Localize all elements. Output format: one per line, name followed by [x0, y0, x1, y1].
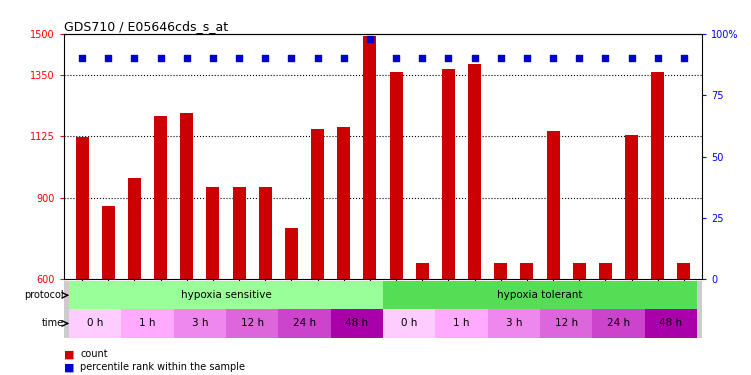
Point	[128, 56, 140, 62]
Text: 12 h: 12 h	[554, 318, 578, 328]
Point	[626, 56, 638, 62]
Bar	[69, 309, 122, 338]
Bar	[180, 113, 193, 375]
Text: 12 h: 12 h	[240, 318, 264, 328]
Point	[338, 56, 350, 62]
Bar	[122, 309, 173, 338]
Text: GDS710 / E05646cds_s_at: GDS710 / E05646cds_s_at	[64, 20, 228, 33]
Text: hypoxia sensitive: hypoxia sensitive	[181, 290, 271, 300]
Text: 3 h: 3 h	[505, 318, 522, 328]
Bar	[416, 263, 429, 375]
Bar	[468, 64, 481, 375]
Bar	[573, 263, 586, 375]
Bar	[442, 69, 455, 375]
Bar	[383, 309, 436, 338]
Bar	[259, 187, 272, 375]
Point	[678, 56, 690, 62]
Text: ■: ■	[64, 350, 74, 359]
Bar	[494, 263, 507, 375]
Point	[390, 56, 402, 62]
Bar	[593, 309, 644, 338]
Bar	[363, 36, 376, 375]
Bar	[436, 309, 487, 338]
Bar	[651, 72, 664, 375]
Text: count: count	[80, 350, 108, 359]
Point	[312, 56, 324, 62]
Bar	[520, 263, 533, 375]
Text: protocol: protocol	[25, 290, 64, 300]
Bar	[311, 129, 324, 375]
Point	[442, 56, 454, 62]
Point	[233, 56, 245, 62]
Point	[207, 56, 219, 62]
Text: ■: ■	[64, 363, 74, 372]
Point	[259, 56, 271, 62]
Text: 1 h: 1 h	[139, 318, 155, 328]
Bar	[207, 187, 219, 375]
Text: 48 h: 48 h	[659, 318, 683, 328]
Point	[495, 56, 507, 62]
Bar	[173, 309, 226, 338]
Bar	[487, 309, 540, 338]
Point	[599, 56, 611, 62]
Point	[521, 56, 533, 62]
Text: time: time	[42, 318, 64, 328]
Bar	[547, 130, 559, 375]
Bar	[330, 309, 383, 338]
Text: 3 h: 3 h	[192, 318, 208, 328]
Point	[364, 36, 376, 42]
Point	[181, 56, 193, 62]
Text: 1 h: 1 h	[454, 318, 469, 328]
Point	[652, 56, 664, 62]
Text: 0 h: 0 h	[401, 318, 418, 328]
Bar	[383, 281, 697, 309]
Bar	[154, 116, 167, 375]
Text: 24 h: 24 h	[607, 318, 630, 328]
Bar	[279, 309, 330, 338]
Point	[416, 56, 428, 62]
Bar	[677, 263, 690, 375]
Bar	[76, 138, 89, 375]
Bar	[233, 187, 246, 375]
Bar	[69, 281, 383, 309]
Bar	[102, 206, 115, 375]
Bar	[540, 309, 593, 338]
Text: 48 h: 48 h	[345, 318, 369, 328]
Bar	[226, 309, 279, 338]
Text: 0 h: 0 h	[87, 318, 104, 328]
Point	[547, 56, 559, 62]
Text: hypoxia tolerant: hypoxia tolerant	[497, 290, 583, 300]
Bar	[128, 178, 141, 375]
Point	[285, 56, 297, 62]
Point	[155, 56, 167, 62]
Bar	[625, 135, 638, 375]
Bar	[390, 72, 403, 375]
Bar	[285, 228, 298, 375]
Text: percentile rank within the sample: percentile rank within the sample	[80, 363, 246, 372]
Bar	[599, 263, 612, 375]
Text: 24 h: 24 h	[293, 318, 316, 328]
Bar	[644, 309, 697, 338]
Point	[76, 56, 88, 62]
Point	[469, 56, 481, 62]
Point	[573, 56, 585, 62]
Point	[102, 56, 114, 62]
Bar	[337, 126, 350, 375]
